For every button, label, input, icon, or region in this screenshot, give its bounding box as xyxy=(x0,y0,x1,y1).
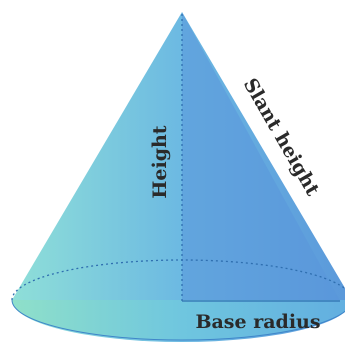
cone-base-front xyxy=(11,299,345,341)
height-label: Height xyxy=(149,125,171,198)
right-triangle-shade xyxy=(182,12,340,301)
base-radius-label: Base radius xyxy=(195,311,320,333)
